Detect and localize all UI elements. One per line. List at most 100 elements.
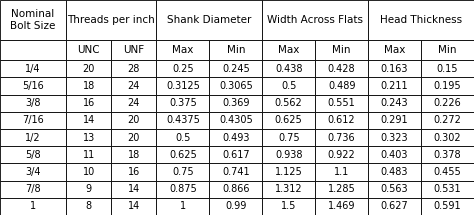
- Bar: [262, 198, 315, 215]
- Bar: [315, 95, 368, 112]
- Text: Max: Max: [278, 45, 300, 55]
- Bar: [368, 146, 421, 163]
- Text: 1.469: 1.469: [328, 201, 356, 211]
- Bar: [262, 60, 315, 77]
- Bar: [111, 95, 156, 112]
- Text: 0.163: 0.163: [381, 64, 408, 74]
- Text: 0.5: 0.5: [281, 81, 296, 91]
- Bar: [66, 181, 111, 198]
- Bar: [368, 0, 474, 40]
- Text: Max: Max: [172, 45, 193, 55]
- Bar: [210, 77, 262, 95]
- Bar: [421, 198, 474, 215]
- Bar: [210, 129, 262, 146]
- Text: 3/4: 3/4: [25, 167, 41, 177]
- Bar: [66, 95, 111, 112]
- Text: 0.551: 0.551: [328, 98, 356, 108]
- Bar: [66, 60, 111, 77]
- Bar: [315, 198, 368, 215]
- Text: 1.1: 1.1: [334, 167, 349, 177]
- Bar: [156, 163, 210, 181]
- Text: 0.627: 0.627: [381, 201, 409, 211]
- Bar: [210, 146, 262, 163]
- Text: 0.243: 0.243: [381, 98, 409, 108]
- Text: Threads per inch: Threads per inch: [67, 15, 155, 25]
- Text: 0.4305: 0.4305: [219, 115, 253, 125]
- Bar: [421, 60, 474, 77]
- Text: 18: 18: [82, 81, 95, 91]
- Text: 14: 14: [82, 115, 95, 125]
- Bar: [111, 77, 156, 95]
- Text: 0.378: 0.378: [434, 150, 461, 160]
- Bar: [156, 60, 210, 77]
- Text: 0.493: 0.493: [222, 133, 249, 143]
- Text: 0.875: 0.875: [169, 184, 197, 194]
- Bar: [368, 95, 421, 112]
- Text: 0.563: 0.563: [381, 184, 409, 194]
- Text: 9: 9: [86, 184, 92, 194]
- Text: 14: 14: [128, 201, 140, 211]
- Text: 13: 13: [82, 133, 95, 143]
- Bar: [0, 181, 66, 198]
- Bar: [66, 112, 111, 129]
- Bar: [368, 163, 421, 181]
- Bar: [156, 0, 262, 40]
- Bar: [315, 129, 368, 146]
- Text: UNF: UNF: [123, 45, 145, 55]
- Text: 0.531: 0.531: [434, 184, 461, 194]
- Text: Shank Diameter: Shank Diameter: [167, 15, 252, 25]
- Text: Width Across Flats: Width Across Flats: [267, 15, 363, 25]
- Bar: [210, 112, 262, 129]
- Bar: [315, 60, 368, 77]
- Text: 0.5: 0.5: [175, 133, 191, 143]
- Text: 1: 1: [30, 201, 36, 211]
- Text: 0.25: 0.25: [172, 64, 194, 74]
- Bar: [0, 0, 66, 40]
- Text: 24: 24: [128, 81, 140, 91]
- Bar: [111, 40, 156, 60]
- Text: 28: 28: [128, 64, 140, 74]
- Bar: [421, 163, 474, 181]
- Bar: [210, 198, 262, 215]
- Bar: [421, 95, 474, 112]
- Bar: [368, 40, 421, 60]
- Bar: [0, 40, 66, 60]
- Text: 20: 20: [128, 115, 140, 125]
- Text: 0.938: 0.938: [275, 150, 302, 160]
- Text: 0.612: 0.612: [328, 115, 356, 125]
- Bar: [66, 198, 111, 215]
- Bar: [421, 77, 474, 95]
- Bar: [0, 146, 66, 163]
- Text: 7/8: 7/8: [25, 184, 41, 194]
- Bar: [210, 181, 262, 198]
- Text: 1/4: 1/4: [25, 64, 41, 74]
- Text: 20: 20: [82, 64, 95, 74]
- Text: 0.483: 0.483: [381, 167, 408, 177]
- Bar: [421, 146, 474, 163]
- Text: 24: 24: [128, 98, 140, 108]
- Text: UNC: UNC: [77, 45, 100, 55]
- Bar: [111, 163, 156, 181]
- Bar: [111, 181, 156, 198]
- Bar: [315, 112, 368, 129]
- Text: 16: 16: [128, 167, 140, 177]
- Bar: [210, 60, 262, 77]
- Text: 1: 1: [180, 201, 186, 211]
- Bar: [368, 60, 421, 77]
- Text: 0.625: 0.625: [275, 115, 302, 125]
- Bar: [66, 163, 111, 181]
- Text: 0.741: 0.741: [222, 167, 250, 177]
- Text: 8: 8: [86, 201, 92, 211]
- Text: 0.438: 0.438: [275, 64, 302, 74]
- Bar: [156, 112, 210, 129]
- Text: 0.211: 0.211: [381, 81, 409, 91]
- Text: 0.617: 0.617: [222, 150, 250, 160]
- Text: 5/16: 5/16: [22, 81, 44, 91]
- Bar: [315, 181, 368, 198]
- Bar: [210, 95, 262, 112]
- Text: 0.591: 0.591: [434, 201, 461, 211]
- Text: 0.15: 0.15: [437, 64, 458, 74]
- Text: 0.75: 0.75: [172, 167, 194, 177]
- Text: 0.375: 0.375: [169, 98, 197, 108]
- Text: 0.736: 0.736: [328, 133, 356, 143]
